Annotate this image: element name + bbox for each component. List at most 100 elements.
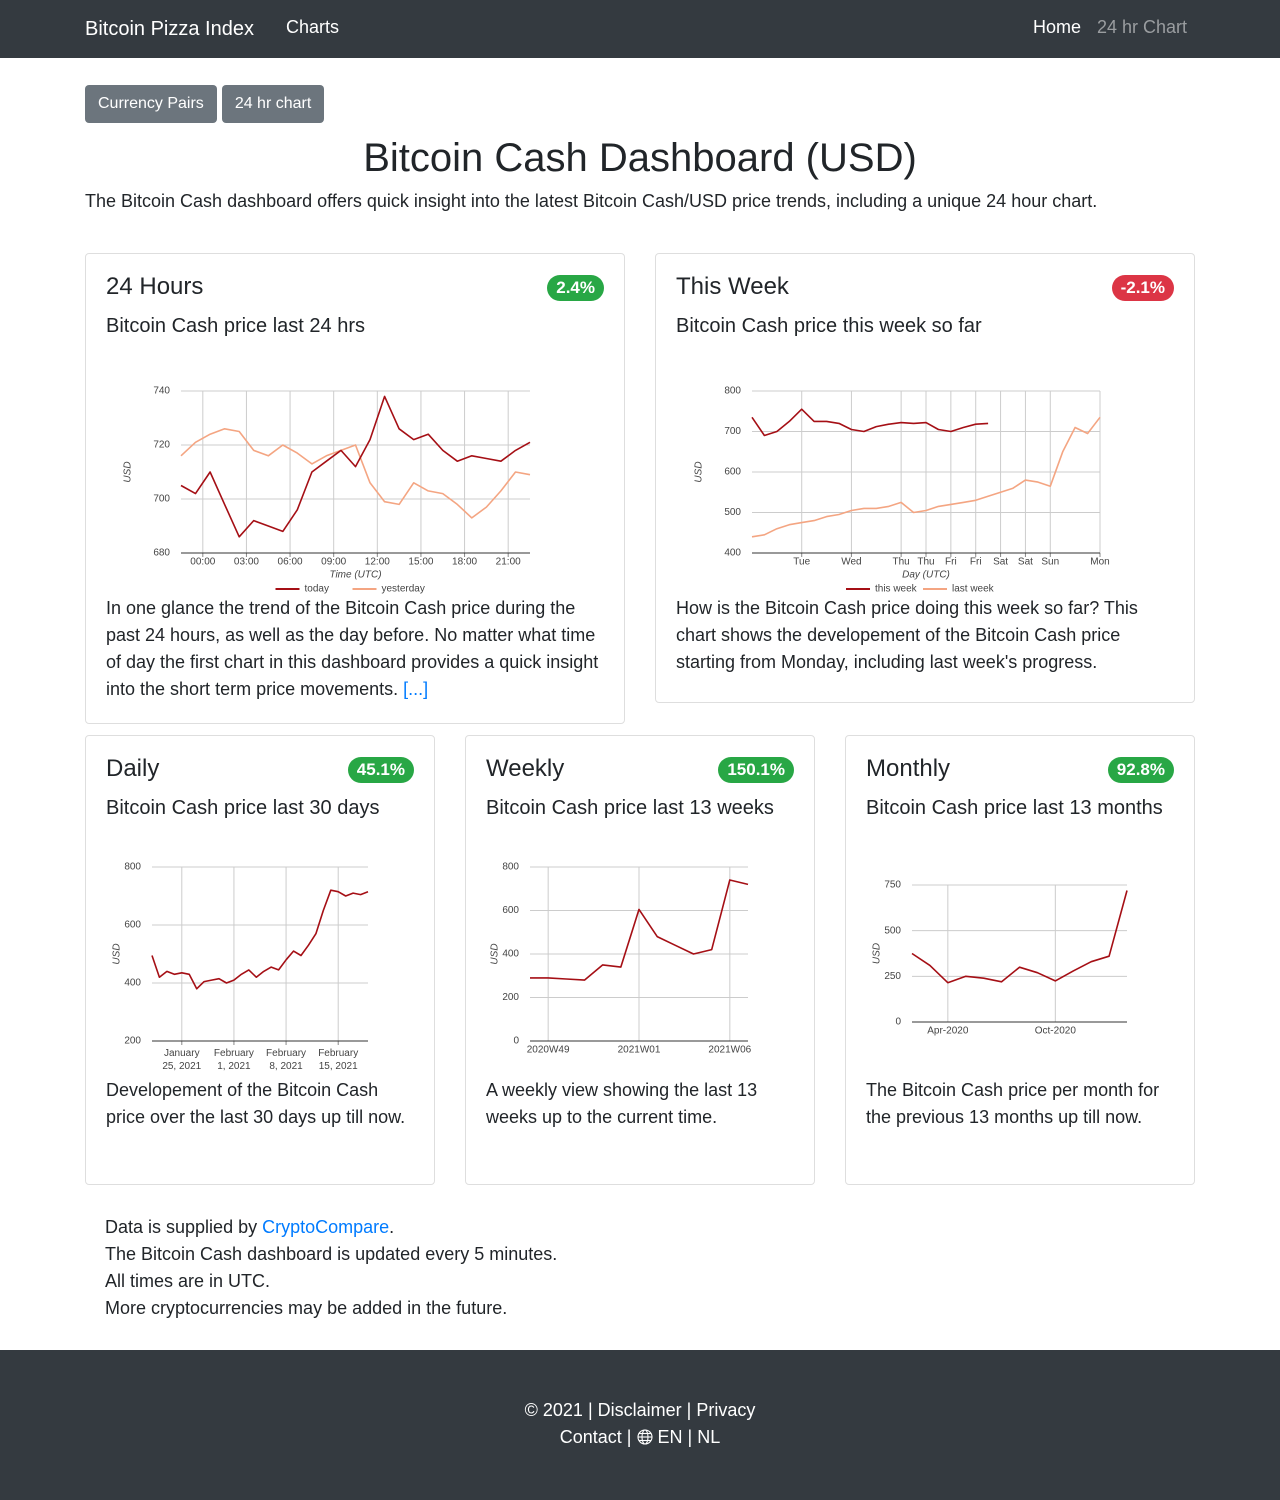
- x-tick-label: 12:00: [365, 557, 390, 568]
- button-group: Currency Pairs 24 hr chart: [85, 85, 325, 123]
- card-title: Weekly: [486, 755, 565, 782]
- card-title: This Week: [676, 273, 789, 300]
- x-tick-label: Sat: [993, 557, 1008, 568]
- language-link[interactable]: EN: [657, 1427, 683, 1447]
- card-text-body: The Bitcoin Cash price per month for the…: [866, 1080, 1160, 1127]
- language-link[interactable]: NL: [697, 1427, 721, 1447]
- x-tick-label: Tue: [793, 557, 810, 568]
- footer-line: © 2021 | Disclaimer | Privacy: [0, 1397, 1280, 1424]
- legend-label: this week: [875, 584, 918, 595]
- x-tick-label: February 1, 2021: [214, 1048, 254, 1072]
- x-tick-label: Oct-2020: [1035, 1026, 1077, 1037]
- price-line: [180, 395, 531, 538]
- y-axis-title: USD: [872, 943, 883, 964]
- x-tick-label: 18:00: [452, 557, 477, 568]
- intro: The Bitcoin Cash dashboard offers quick …: [85, 191, 1098, 211]
- card-subtitle: Bitcoin Cash price this week so far: [676, 315, 982, 337]
- y-tick-label: 250: [884, 971, 901, 982]
- y-tick-label: 200: [124, 1036, 141, 1047]
- footer: © 2021 | Disclaimer | Privacy Contact | …: [0, 1350, 1280, 1500]
- x-tick-label: Fri: [945, 557, 957, 568]
- separator: |: [587, 1400, 593, 1420]
- card-subtitle: Bitcoin Cash price last 24 hrs: [106, 315, 366, 337]
- y-tick-label: 600: [502, 905, 519, 916]
- card-subtitle: Bitcoin Cash price last 13 weeks: [486, 797, 774, 819]
- x-tick-label: Thu: [893, 557, 910, 568]
- y-axis-title: USD: [490, 943, 501, 964]
- x-tick-label: Apr-2020: [927, 1026, 969, 1037]
- y-tick-label: 740: [153, 386, 170, 397]
- card-text: In one glance the trend of the Bitcoin C…: [106, 595, 604, 703]
- y-tick-label: 600: [124, 920, 141, 931]
- y-tick-label: 700: [724, 426, 741, 437]
- read-more[interactable]: [...]: [403, 679, 429, 699]
- x-tick-label: Wed: [841, 557, 861, 568]
- price-line: [911, 890, 1128, 984]
- x-axis-title: Time (UTC): [329, 570, 381, 581]
- card: Daily 45.1% Bitcoin Cash price last 30 day…: [85, 735, 435, 1185]
- y-tick-label: 400: [502, 949, 519, 960]
- x-tick-label: 09:00: [321, 557, 346, 568]
- card-title: 24 Hours: [106, 273, 204, 300]
- footer-link[interactable]: Privacy: [696, 1400, 756, 1420]
- card-text: The Bitcoin Cash price per month for the…: [866, 1077, 1174, 1131]
- card-subtitle: Bitcoin Cash price last 13 months: [866, 797, 1163, 819]
- note: Data is supplied by CryptoCompare.: [105, 1214, 557, 1241]
- separator: |: [626, 1427, 632, 1447]
- legend-label: today: [305, 584, 329, 595]
- y-tick-label: 600: [724, 467, 741, 478]
- x-tick-label: Fri: [970, 557, 982, 568]
- card-text-body: How is the Bitcoin Cash price doing this…: [676, 598, 1138, 672]
- y-tick-label: 400: [124, 978, 141, 989]
- price-line: [751, 408, 989, 437]
- chart: 680 700 720 740 00:00 03:00 06:00 09:00 12:00 15:…: [123, 386, 531, 595]
- y-tick-label: 400: [724, 548, 741, 559]
- notes: Data is supplied by CryptoCompare. The B…: [105, 1214, 557, 1322]
- card: Monthly 92.8% Bitcoin Cash price last 13 m…: [845, 735, 1195, 1185]
- chart: 0 200 400 600 800 2020W49 2021W01 2021W06 USD: [490, 862, 752, 1056]
- y-tick-label: 0: [895, 1017, 901, 1028]
- card-title: Monthly: [866, 755, 951, 782]
- card-subtitle: Bitcoin Cash price last 30 days: [106, 797, 380, 819]
- card-text: How is the Bitcoin Cash price doing this…: [676, 595, 1174, 676]
- y-tick-label: 0: [513, 1036, 519, 1047]
- x-tick-label: 03:00: [234, 557, 259, 568]
- separator: |: [687, 1427, 693, 1447]
- x-tick-label: 2021W06: [708, 1045, 751, 1056]
- note-text: Data is supplied by: [105, 1217, 258, 1237]
- page-title: Bitcoin Cash Dashboard (USD): [363, 136, 917, 180]
- card-text-body: In one glance the trend of the Bitcoin C…: [106, 598, 599, 699]
- y-tick-label: 800: [124, 862, 141, 873]
- brand[interactable]: Bitcoin Pizza Index: [85, 18, 254, 40]
- note: The Bitcoin Cash dashboard is updated ev…: [105, 1244, 558, 1264]
- y-axis-title: USD: [123, 461, 134, 482]
- x-axis-title: Day (UTC): [902, 570, 950, 581]
- card: Weekly 150.1% Bitcoin Cash price last 13 w…: [465, 735, 815, 1185]
- nav-link[interactable]: 24 hr Chart: [1097, 17, 1188, 37]
- footer-link[interactable]: Disclaimer: [597, 1400, 682, 1420]
- nav-link[interactable]: Charts: [286, 17, 340, 37]
- x-tick-label: 15:00: [408, 557, 433, 568]
- footer-link[interactable]: Contact: [559, 1427, 622, 1447]
- x-tick-label: 00:00: [190, 557, 215, 568]
- y-tick-label: 500: [724, 507, 741, 518]
- globe-icon: [636, 1429, 653, 1445]
- x-tick-label: 2020W49: [527, 1045, 570, 1056]
- source-link[interactable]: CryptoCompare: [262, 1217, 390, 1237]
- change-badge: -2.1%: [1111, 275, 1174, 301]
- change-badge: 92.8%: [1107, 757, 1174, 783]
- x-tick-label: January 25, 2021: [162, 1048, 201, 1072]
- change-badge: 2.4%: [547, 275, 604, 301]
- button[interactable]: Currency Pairs: [85, 85, 217, 123]
- y-axis-title: USD: [112, 943, 123, 964]
- nav-link[interactable]: Home: [1033, 17, 1082, 37]
- price-line: [751, 416, 1101, 538]
- x-tick-label: Sat: [1018, 557, 1033, 568]
- separator: |: [686, 1400, 692, 1420]
- card-text-body: A weekly view showing the last 13 weeks …: [486, 1080, 758, 1127]
- y-axis-title: USD: [694, 461, 705, 482]
- change-badge: 150.1%: [718, 757, 794, 783]
- button[interactable]: 24 hr chart: [221, 85, 325, 123]
- y-tick-label: 750: [884, 880, 901, 891]
